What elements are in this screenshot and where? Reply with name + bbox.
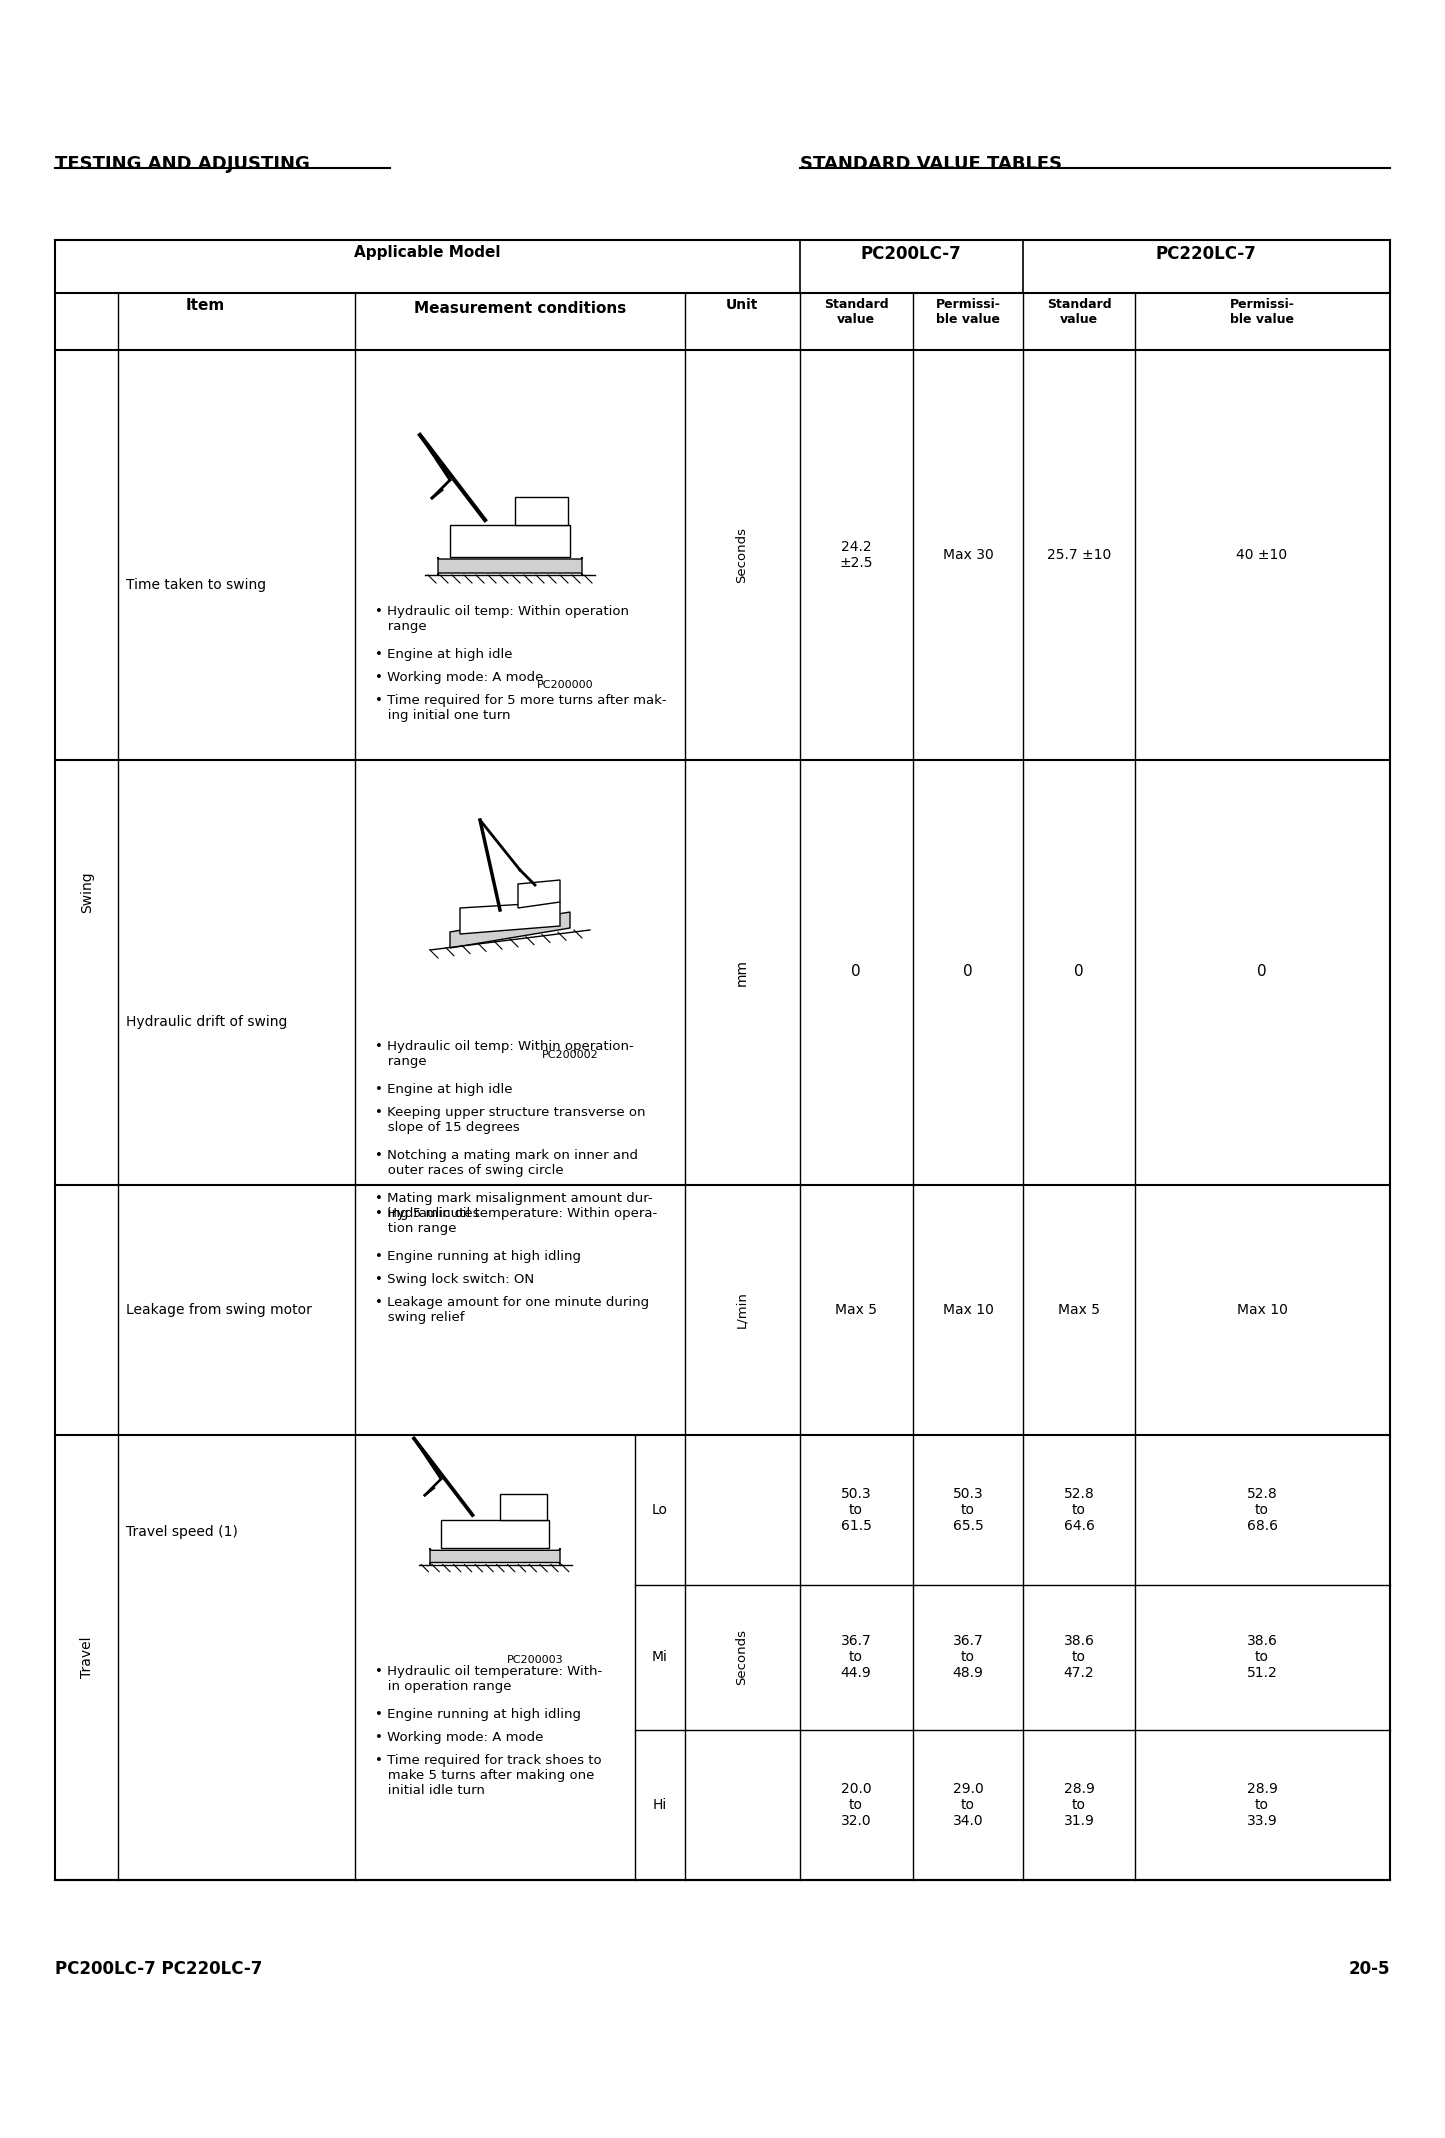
Text: Max 30: Max 30 [942, 547, 993, 562]
Text: 38.6
to
51.2: 38.6 to 51.2 [1247, 1633, 1277, 1680]
Text: 52.8
to
64.6: 52.8 to 64.6 [1064, 1486, 1094, 1533]
Text: Item: Item [185, 297, 224, 312]
Text: Applicable Model: Applicable Model [354, 246, 500, 261]
Polygon shape [517, 881, 561, 909]
Text: • Mating mark misalignment amount dur-
   ing 5 minutes: • Mating mark misalignment amount dur- i… [376, 1193, 653, 1221]
Text: Travel: Travel [79, 1636, 94, 1678]
Text: • Engine at high idle: • Engine at high idle [376, 648, 513, 661]
Text: mm: mm [736, 958, 749, 986]
Polygon shape [460, 902, 561, 934]
Text: Time taken to swing: Time taken to swing [126, 577, 266, 592]
Text: 25.7 ±10: 25.7 ±10 [1046, 547, 1111, 562]
Text: • Hydraulic oil temp: Within operation
   range: • Hydraulic oil temp: Within operation r… [376, 605, 629, 633]
Text: • Keeping upper structure transverse on
   slope of 15 degrees: • Keeping upper structure transverse on … [376, 1105, 646, 1133]
Text: 0: 0 [851, 964, 861, 979]
FancyBboxPatch shape [431, 1548, 561, 1565]
Text: STANDARD VALUE TABLES: STANDARD VALUE TABLES [801, 154, 1062, 173]
Text: 36.7
to
44.9: 36.7 to 44.9 [841, 1633, 871, 1680]
Text: PC200LC-7: PC200LC-7 [861, 246, 961, 263]
Text: • Engine running at high idling: • Engine running at high idling [376, 1251, 581, 1264]
Text: Permissi-
ble value: Permissi- ble value [935, 297, 1000, 325]
FancyBboxPatch shape [438, 558, 582, 575]
Text: 38.6
to
47.2: 38.6 to 47.2 [1064, 1633, 1094, 1680]
Text: 20.0
to
32.0: 20.0 to 32.0 [841, 1781, 871, 1828]
Text: • Working mode: A mode: • Working mode: A mode [376, 1732, 543, 1745]
Text: • Working mode: A mode: • Working mode: A mode [376, 671, 543, 684]
Text: Permissi-
ble value: Permissi- ble value [1230, 297, 1295, 325]
Text: • Swing lock switch: ON: • Swing lock switch: ON [376, 1272, 535, 1285]
Text: Leakage from swing motor: Leakage from swing motor [126, 1302, 312, 1317]
Text: PC200002: PC200002 [542, 1050, 598, 1060]
Text: PC200LC-7 PC220LC-7: PC200LC-7 PC220LC-7 [55, 1961, 263, 1978]
Text: Seconds: Seconds [736, 526, 749, 584]
Text: PC200003: PC200003 [507, 1655, 564, 1666]
Text: Max 10: Max 10 [1237, 1302, 1287, 1317]
Text: Unit: Unit [725, 297, 759, 312]
Text: Max 5: Max 5 [1058, 1302, 1100, 1317]
Polygon shape [449, 913, 569, 947]
Text: 28.9
to
31.9: 28.9 to 31.9 [1064, 1781, 1094, 1828]
Text: 29.0
to
34.0: 29.0 to 34.0 [952, 1781, 984, 1828]
Text: 52.8
to
68.6: 52.8 to 68.6 [1247, 1486, 1277, 1533]
Text: Hi: Hi [653, 1798, 668, 1813]
Bar [514, 496, 568, 526]
Text: PC220LC-7: PC220LC-7 [1156, 246, 1257, 263]
Text: Travel speed (1): Travel speed (1) [126, 1524, 238, 1539]
Bar [500, 1494, 548, 1520]
Text: • Hydraulic oil temperature: Within opera-
   tion range: • Hydraulic oil temperature: Within oper… [376, 1208, 657, 1236]
Text: Lo: Lo [652, 1503, 668, 1518]
Text: Swing: Swing [79, 870, 94, 913]
Text: Max 5: Max 5 [835, 1302, 877, 1317]
Text: TESTING AND ADJUSTING: TESTING AND ADJUSTING [55, 154, 309, 173]
Text: Hydraulic drift of swing: Hydraulic drift of swing [126, 1016, 288, 1028]
Text: Mi: Mi [652, 1651, 668, 1663]
Text: Measurement conditions: Measurement conditions [413, 301, 626, 316]
Text: 28.9
to
33.9: 28.9 to 33.9 [1247, 1781, 1277, 1828]
Text: • Hydraulic oil temp: Within operation-
   range: • Hydraulic oil temp: Within operation- … [376, 1039, 634, 1069]
Text: 20-5: 20-5 [1348, 1961, 1390, 1978]
Text: 40 ±10: 40 ±10 [1237, 547, 1287, 562]
Text: • Engine at high idle: • Engine at high idle [376, 1084, 513, 1097]
Text: • Notching a mating mark on inner and
   outer races of swing circle: • Notching a mating mark on inner and ou… [376, 1148, 639, 1178]
Text: 0: 0 [1257, 964, 1267, 979]
Text: Max 10: Max 10 [942, 1302, 994, 1317]
Text: 24.2
±2.5: 24.2 ±2.5 [840, 541, 873, 571]
Text: 0: 0 [964, 964, 972, 979]
Text: Standard
value: Standard value [824, 297, 889, 325]
Bar [449, 526, 569, 558]
Text: • Time required for track shoes to
   make 5 turns after making one
   initial i: • Time required for track shoes to make … [376, 1753, 601, 1798]
Text: L/min: L/min [736, 1291, 749, 1328]
Text: • Engine running at high idling: • Engine running at high idling [376, 1708, 581, 1721]
Text: 0: 0 [1074, 964, 1084, 979]
Text: • Time required for 5 more turns after mak-
   ing initial one turn: • Time required for 5 more turns after m… [376, 695, 666, 723]
Bar [441, 1520, 549, 1548]
Text: • Leakage amount for one minute during
   swing relief: • Leakage amount for one minute during s… [376, 1296, 649, 1323]
Text: Standard
value: Standard value [1046, 297, 1111, 325]
Text: 50.3
to
61.5: 50.3 to 61.5 [841, 1486, 871, 1533]
Text: 50.3
to
65.5: 50.3 to 65.5 [952, 1486, 984, 1533]
Text: Seconds: Seconds [736, 1629, 749, 1685]
Text: PC200000: PC200000 [536, 680, 594, 691]
Text: 36.7
to
48.9: 36.7 to 48.9 [952, 1633, 984, 1680]
Text: • Hydraulic oil temperature: With-
   in operation range: • Hydraulic oil temperature: With- in op… [376, 1666, 603, 1693]
